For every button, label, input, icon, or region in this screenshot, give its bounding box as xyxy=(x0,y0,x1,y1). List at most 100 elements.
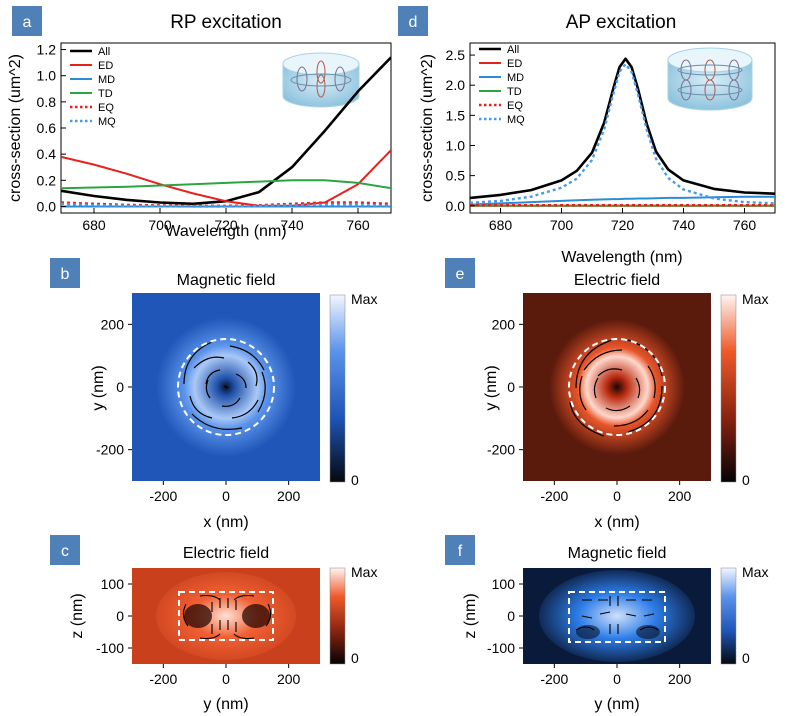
x-tick-label: 0 xyxy=(613,488,621,504)
chart-a-legend: All ED MD TD EQ MQ xyxy=(70,46,116,128)
field-map-e-title: Electric field xyxy=(574,272,660,289)
field-map-f-hotspot xyxy=(539,570,695,662)
field-map-f-node-left xyxy=(576,625,600,639)
x-tick-label: 0 xyxy=(613,671,621,687)
x-tick-label: -200 xyxy=(540,671,568,687)
inset-disk-ap-icon xyxy=(667,47,753,111)
colorbar-e xyxy=(720,294,737,483)
x-tick-label: 720 xyxy=(214,217,238,233)
field-map-f-box-outline xyxy=(568,591,666,643)
y-tick-label: 1.0 xyxy=(446,137,466,153)
panel-label-a: a xyxy=(12,6,42,36)
colorbar-e-min: 0 xyxy=(742,472,750,488)
y-tick-label: 0 xyxy=(116,608,124,624)
colorbar-c-min: 0 xyxy=(351,650,359,666)
y-tick-label: 0.0 xyxy=(37,198,57,214)
legend-a-td: TD xyxy=(98,88,113,100)
x-tick-label: 740 xyxy=(672,217,696,233)
x-tick-label: 0 xyxy=(222,671,230,687)
chart-a-ylabel: cross-section (um^2) xyxy=(7,54,24,202)
field-map-c-title: Electric field xyxy=(183,545,269,562)
field-map-b-arrows xyxy=(183,341,266,430)
field-map-e-disk-outline xyxy=(568,338,666,436)
legend-d-md: MD xyxy=(507,72,524,84)
legend-d-ed: ED xyxy=(507,58,522,70)
x-tick-label: 200 xyxy=(668,488,692,504)
legend-d-all: All xyxy=(507,44,519,56)
legend-a-eq: EQ xyxy=(98,102,114,114)
x-tick-label: 200 xyxy=(668,671,692,687)
field-map-c-xlabel: y (nm) xyxy=(203,696,248,713)
chart-d-ylabel: cross-section (um^2) xyxy=(419,54,436,202)
field-map-c-hotspot xyxy=(156,572,296,660)
y-tick-label: 0.0 xyxy=(446,198,466,214)
y-tick-label: 100 xyxy=(492,576,516,592)
y-tick-label: 1.0 xyxy=(37,68,57,84)
y-tick-label: 200 xyxy=(101,316,125,332)
chart-d-title: AP excitation xyxy=(566,12,677,33)
legend-d-eq: EQ xyxy=(507,100,523,112)
inset-disk-rp-icon xyxy=(282,52,360,108)
panel-label-c-text: c xyxy=(61,543,69,560)
y-tick-label: 0.8 xyxy=(37,94,57,110)
x-tick-label: 680 xyxy=(82,217,106,233)
field-map-f-title: Magnetic field xyxy=(568,545,667,562)
y-tick-label: -200 xyxy=(487,442,515,458)
colorbar-f xyxy=(720,567,737,665)
panel-label-b: b xyxy=(50,258,80,288)
series-line-d-mq xyxy=(470,62,775,205)
legend-a-ed: ED xyxy=(98,60,113,72)
chart-panel-a: RP excitation All ED MD TD EQ MQ 680 700 xyxy=(7,12,392,240)
y-tick-label: -200 xyxy=(96,442,124,458)
field-map-f-ylabel: z (nm) xyxy=(462,593,479,638)
chart-d-xlabel: Wavelength (nm) xyxy=(561,249,682,266)
field-map-e-arrows xyxy=(569,339,663,437)
panel-label-d-text: d xyxy=(409,14,418,31)
colorbar-c xyxy=(329,567,346,665)
colorbar-c-max: Max xyxy=(351,564,377,580)
field-map-e: Electric field -200 0 200 -200 0 200 x (nm) y… xyxy=(483,272,768,531)
y-tick-label: 0.6 xyxy=(37,120,57,136)
colorbar-b xyxy=(329,294,346,483)
y-tick-label: -100 xyxy=(487,640,515,656)
y-tick-label: 100 xyxy=(101,576,125,592)
y-tick-label: 0 xyxy=(116,379,124,395)
y-tick-label: 200 xyxy=(492,316,516,332)
x-tick-label: 200 xyxy=(277,671,301,687)
y-tick-label: 0 xyxy=(507,608,515,624)
field-map-b-title: Magnetic field xyxy=(177,272,276,289)
panel-label-a-text: a xyxy=(23,14,32,31)
series-line-d-md xyxy=(470,195,775,206)
field-map-b-xlabel: x (nm) xyxy=(203,514,248,531)
x-tick-label: 680 xyxy=(489,217,513,233)
panel-label-b-text: b xyxy=(61,266,70,283)
series-line-a-td xyxy=(61,179,391,190)
x-tick-label: 740 xyxy=(280,217,304,233)
legend-a-all: All xyxy=(98,46,110,58)
y-tick-label: 0 xyxy=(507,379,515,395)
field-map-c-box-outline xyxy=(178,591,274,641)
field-map-c: Electric field -200 0 200 -100 0 100 y (nm) z… xyxy=(69,545,377,713)
y-tick-label: 1.2 xyxy=(37,42,57,58)
panel-label-f-text: f xyxy=(458,543,463,560)
panel-label-e: e xyxy=(445,258,475,288)
y-tick-label: -100 xyxy=(96,640,124,656)
panel-label-c: c xyxy=(50,535,80,565)
field-map-f-arrows xyxy=(575,596,659,634)
x-tick-label: 0 xyxy=(222,488,230,504)
field-map-b-ylabel: y (nm) xyxy=(90,365,107,410)
y-tick-label: 0.2 xyxy=(37,172,57,188)
x-tick-label: 760 xyxy=(733,217,757,233)
colorbar-b-max: Max xyxy=(351,291,377,307)
colorbar-f-min: 0 xyxy=(742,650,750,666)
x-tick-label: -200 xyxy=(540,488,568,504)
field-map-c-node-left xyxy=(184,604,212,628)
legend-d-mq: MQ xyxy=(507,114,525,126)
chart-a-title: RP excitation xyxy=(170,12,282,33)
field-map-f-xlabel: y (nm) xyxy=(594,696,639,713)
panel-label-e-text: e xyxy=(456,266,465,283)
legend-a-mq: MQ xyxy=(98,116,116,128)
legend-a-md: MD xyxy=(98,74,115,86)
y-tick-label: 1.5 xyxy=(446,107,466,123)
